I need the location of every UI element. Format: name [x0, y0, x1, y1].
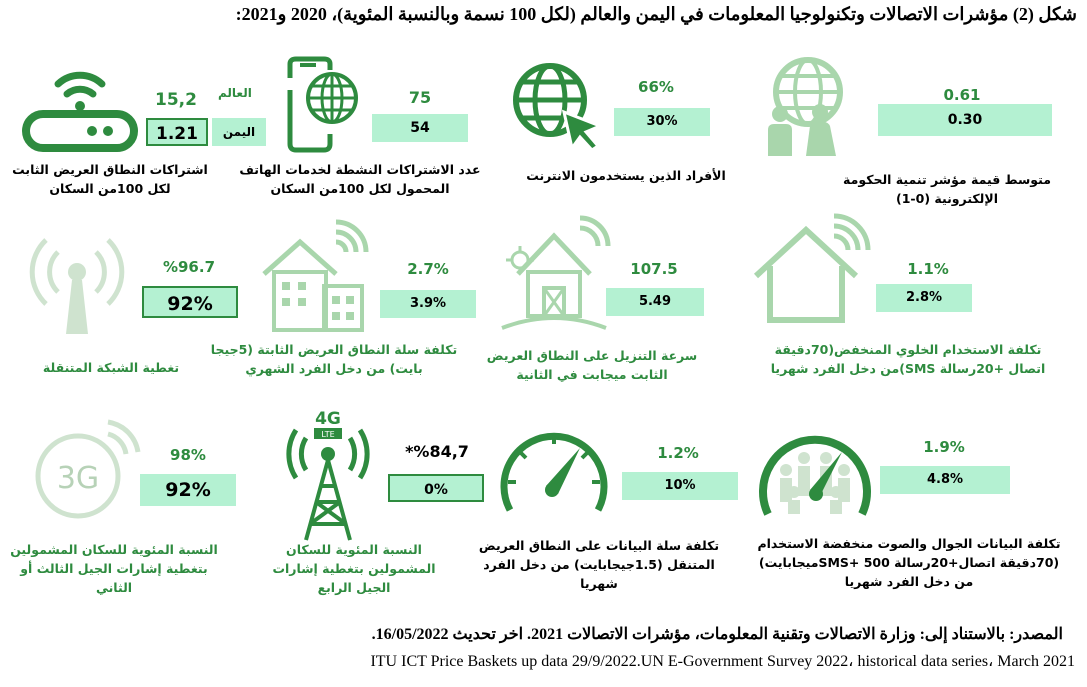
yemen-value: 1.21 — [146, 118, 208, 146]
indicator-caption: اشتراكات النطاق العريض الثابت لكل 100من … — [12, 162, 208, 196]
yemen-value: 30% — [614, 108, 710, 136]
world-value: 1.2% — [657, 444, 699, 462]
world-value: *%84,7 — [405, 442, 469, 461]
speedometer-icon — [500, 432, 608, 512]
yemen-value: 5.49 — [606, 288, 704, 316]
legend-world-label: العالم — [218, 86, 252, 100]
crowd-gauge-icon — [759, 435, 871, 516]
yemen-value: 2.8% — [876, 284, 972, 312]
indicator-caption: متوسط قيمة مؤشر تنمية الحكومة الإلكتروني… — [843, 172, 1051, 206]
city-wifi-icon — [262, 219, 369, 332]
source-line-arabic: المصدر: بالاستناد إلى: وزارة الاتصالات و… — [371, 626, 1063, 643]
globe-people-icon — [768, 57, 843, 156]
world-value: %96.7 — [162, 258, 216, 276]
figure-title: شكل (2) مؤشرات الاتصالات وتكنولوجيا المع… — [235, 4, 1077, 24]
yemen-value: 92% — [142, 286, 238, 318]
smartphone-globe-icon — [287, 56, 358, 153]
indicator-caption: تكلفة الاستخدام الخلوي المنخفض(70دقيقة ا… — [770, 342, 1046, 376]
yemen-value: 3.9% — [380, 290, 476, 318]
antenna-icon — [29, 238, 125, 334]
world-value: 107.5 — [630, 260, 678, 278]
indicator-caption: تكلفة سلة النطاق العريض الثابتة (5جيجا ب… — [210, 342, 458, 376]
house-wifi-icon — [753, 213, 871, 323]
4g-tower-icon: 4G LTE — [286, 409, 370, 541]
source-line-references: ITU ICT Price Baskets up data 29/9/2022.… — [370, 653, 1075, 670]
indicator-caption: تكلفة البيانات الجوال والصوت منخفضة الاس… — [757, 536, 1061, 589]
world-value: 0.61 — [943, 86, 981, 104]
yemen-value: 0% — [388, 474, 484, 502]
indicator-caption: النسبة المئوية للسكان المشمولين بتغطية إ… — [10, 542, 218, 595]
indicator-caption: تغطية الشبكة المتنقلة — [42, 360, 180, 375]
3g-icon: 3G — [35, 419, 141, 519]
world-value: 1.1% — [907, 260, 949, 278]
world-value: 2.7% — [407, 260, 449, 278]
router-icon — [22, 71, 138, 152]
indicator-caption: سرعة التنزيل على النطاق العريض الثابت مي… — [486, 348, 698, 382]
indicator-caption: عدد الاشتراكات النشطة لخدمات الهاتف المح… — [239, 162, 481, 196]
world-value: 75 — [408, 88, 432, 107]
world-value: 15,2 — [155, 90, 197, 110]
yemen-value: 10% — [622, 472, 738, 500]
yemen-value: 54 — [372, 114, 468, 142]
world-value: 98% — [170, 446, 206, 464]
lte-icon-text: LTE — [321, 430, 334, 439]
4g-icon-text: 4G — [315, 409, 341, 429]
indicator-caption: تكلفة سلة البيانات على النطاق العريض الم… — [478, 538, 720, 591]
legend-yemen-label: اليمن — [212, 118, 266, 146]
globe-cursor-icon — [513, 63, 604, 152]
yemen-value: 92% — [140, 474, 236, 506]
farmhouse-wifi-icon — [501, 215, 611, 330]
world-value: 66% — [638, 78, 674, 96]
yemen-value: 4.8% — [880, 466, 1010, 494]
indicator-caption: الأفراد الذين يستخدمون الانترنت — [526, 168, 726, 183]
indicator-caption: النسبة المئوية للسكان المشمولين بتغطية إ… — [272, 542, 436, 595]
world-value: 1.9% — [923, 438, 965, 456]
yemen-value: 0.30 — [878, 104, 1052, 136]
3g-icon-text: 3G — [57, 461, 99, 496]
